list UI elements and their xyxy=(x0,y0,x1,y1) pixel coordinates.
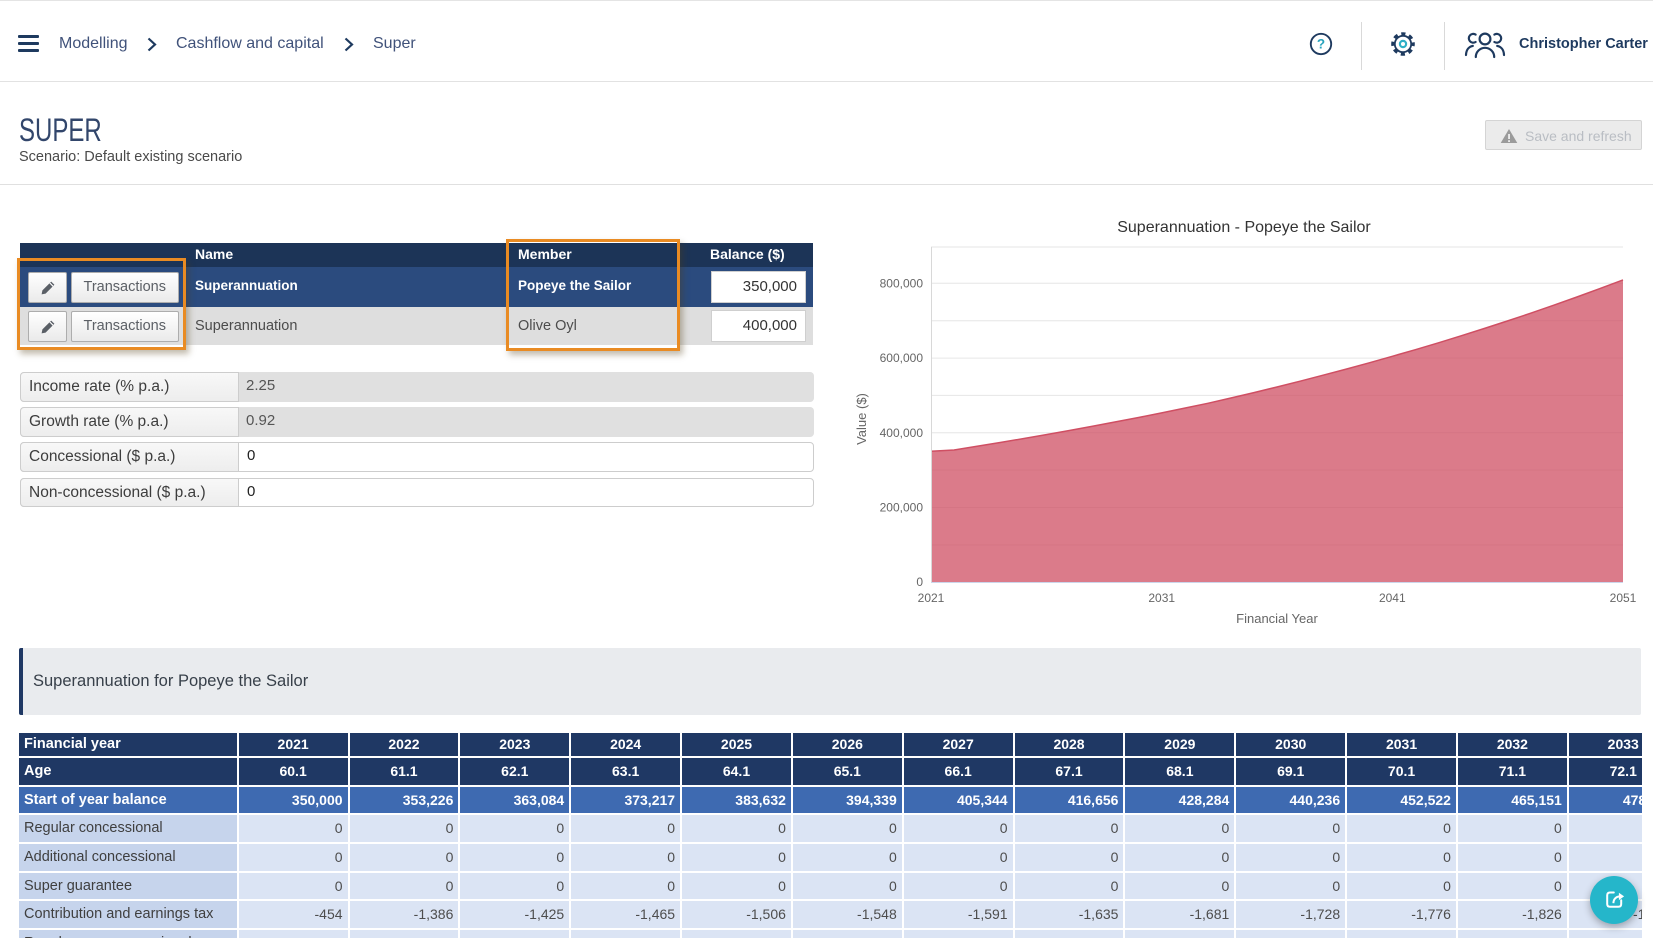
svg-text:600,000: 600,000 xyxy=(880,351,924,365)
svg-text:0: 0 xyxy=(916,575,923,589)
svg-text:2051: 2051 xyxy=(1610,591,1637,605)
svg-text:800,000: 800,000 xyxy=(880,276,924,290)
svg-text:?: ? xyxy=(1317,37,1325,52)
svg-text:Superannuation - Popeye the Sa: Superannuation - Popeye the Sailor xyxy=(1117,219,1371,236)
svg-text:Value ($): Value ($) xyxy=(854,393,869,445)
svg-text:2041: 2041 xyxy=(1379,591,1406,605)
svg-text:Financial Year: Financial Year xyxy=(1236,611,1318,626)
svg-text:2021: 2021 xyxy=(918,591,945,605)
svg-text:400,000: 400,000 xyxy=(880,426,924,440)
svg-text:2031: 2031 xyxy=(1148,591,1175,605)
svg-text:200,000: 200,000 xyxy=(880,501,924,515)
